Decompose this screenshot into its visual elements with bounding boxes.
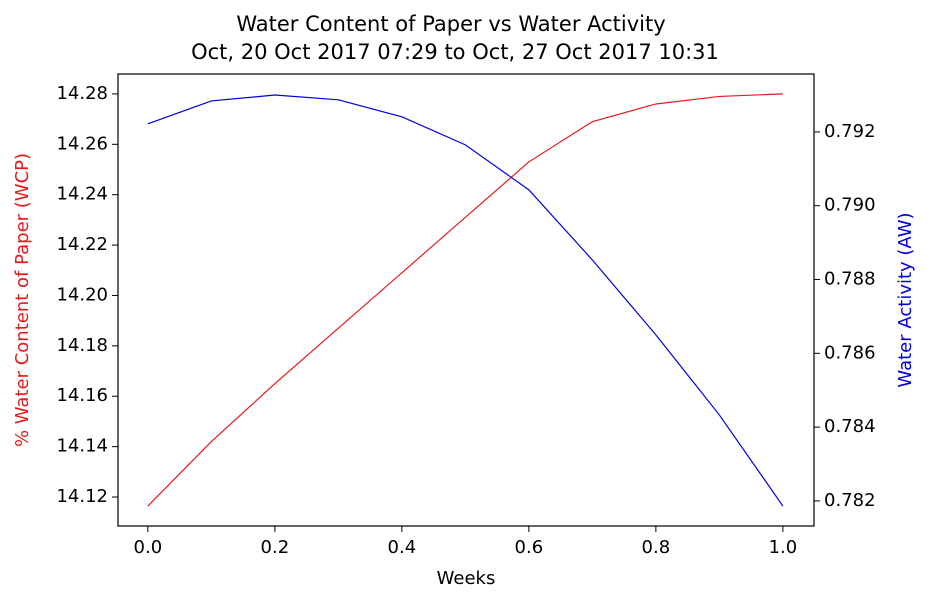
y2-tick-label: 0.792 (824, 121, 876, 142)
y-tick-label: 14.14 (56, 436, 108, 457)
y-tick-label: 14.12 (56, 486, 108, 507)
x-tick-label: 0.0 (134, 537, 163, 558)
y2-tick-label: 0.788 (824, 269, 876, 290)
x-tick-label: 0.6 (515, 537, 544, 558)
plot-frame (117, 73, 815, 527)
y-tick-label: 14.24 (56, 184, 108, 205)
y-axis-label: % Water Content of Paper (WCP) (12, 153, 33, 447)
x-axis-label: Weeks (437, 568, 496, 589)
y2-axis-label: Water Activity (AW) (895, 212, 916, 387)
y-tick-label: 14.16 (56, 385, 108, 406)
data-line (147, 93, 783, 507)
y-tick-label: 14.18 (56, 335, 108, 356)
chart-title: Water Content of Paper vs Water Activity (236, 12, 665, 36)
y2-tick-label: 0.782 (824, 490, 876, 511)
y2-tick-label: 0.790 (824, 195, 876, 216)
y-tick-label: 14.28 (56, 83, 108, 104)
x-tick-label: 1.0 (769, 537, 798, 558)
y-tick-label: 14.20 (56, 284, 108, 305)
chart-subtitle: Oct, 20 Oct 2017 07:29 to Oct, 27 Oct 20… (191, 40, 719, 64)
y2-tick-label: 0.784 (824, 416, 876, 437)
data-line (147, 94, 784, 507)
y2-tick-label: 0.786 (824, 342, 876, 363)
y-tick-label: 14.26 (56, 133, 108, 154)
x-tick-label: 0.2 (261, 537, 290, 558)
x-tick-label: 0.8 (642, 537, 671, 558)
x-tick-label: 0.4 (388, 537, 417, 558)
y-tick-label: 14.22 (56, 234, 108, 255)
